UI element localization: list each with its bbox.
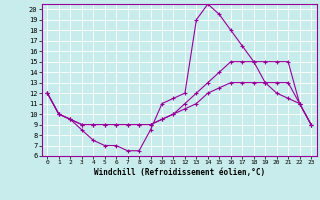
X-axis label: Windchill (Refroidissement éolien,°C): Windchill (Refroidissement éolien,°C)	[94, 168, 265, 177]
